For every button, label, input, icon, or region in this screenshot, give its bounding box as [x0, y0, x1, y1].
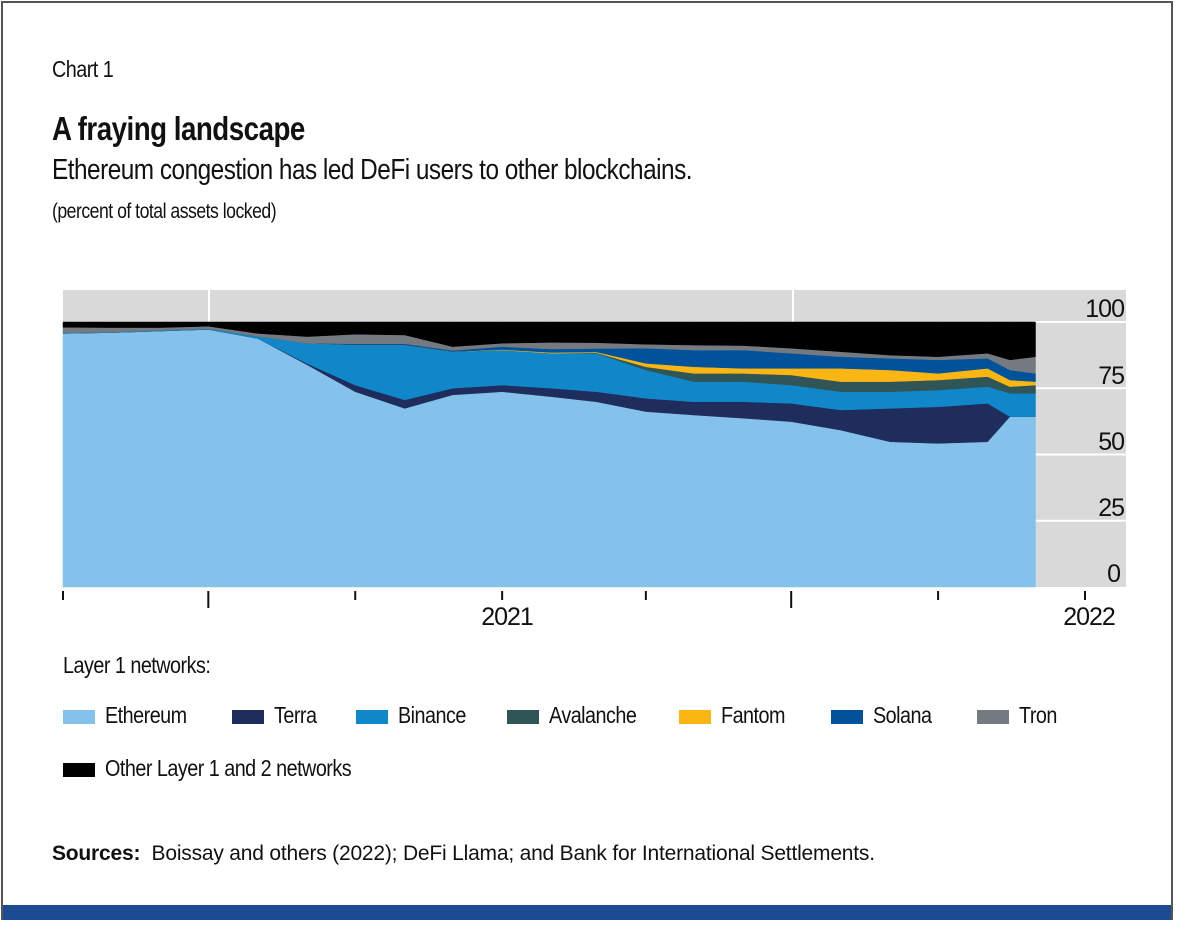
legend-label: Avalanche [549, 702, 637, 728]
legend-swatch [831, 710, 863, 724]
chart-title: A fraying landscape [52, 110, 305, 147]
legend-label: Solana [873, 702, 932, 728]
y-tick-label: 0 [1107, 560, 1120, 588]
legend-label: Binance [398, 702, 466, 728]
series-areas [62, 321, 1036, 588]
legend-swatch [977, 710, 1009, 724]
legend-label: Ethereum [105, 702, 187, 728]
sources-label: Sources: [52, 842, 141, 865]
legend-label: Other Layer 1 and 2 networks [105, 755, 352, 781]
legend-label: Terra [274, 702, 317, 728]
chart-unit: (percent of total assets locked) [52, 200, 277, 223]
y-tick-label: 50 [1098, 428, 1124, 456]
top-band [63, 290, 1126, 322]
plot-background [63, 290, 1126, 587]
sources-note: Sources: Boissay and others (2022); DeFi… [52, 842, 875, 866]
chart-subtitle: Ethereum congestion has led DeFi users t… [52, 154, 693, 186]
x-tick-label: 2022 [1063, 603, 1115, 631]
sources-text: Boissay and others (2022); DeFi Llama; a… [151, 842, 875, 865]
bottom-accent-bar [3, 905, 1171, 920]
legend-swatch [63, 710, 95, 724]
x-axis [62, 591, 1086, 608]
y-axis: 100 75 50 25 0 [1085, 295, 1125, 588]
legend-swatch [507, 710, 539, 724]
legend-swatch [679, 710, 711, 724]
legend-swatch [232, 710, 264, 724]
legend-swatch [63, 763, 95, 777]
y-tick-label: 75 [1098, 362, 1124, 390]
x-tick-label: 2021 [481, 603, 533, 631]
chart-number: Chart 1 [52, 56, 114, 82]
y-tick-label: 100 [1085, 295, 1124, 323]
area-other-layer-1-and-2-networks [62, 321, 1036, 361]
legend-label: Tron [1019, 702, 1057, 728]
legend-label: Fantom [721, 702, 785, 728]
legend-heading: Layer 1 networks: [63, 652, 211, 678]
y-tick-label: 25 [1098, 494, 1124, 522]
legend-swatch [356, 710, 388, 724]
